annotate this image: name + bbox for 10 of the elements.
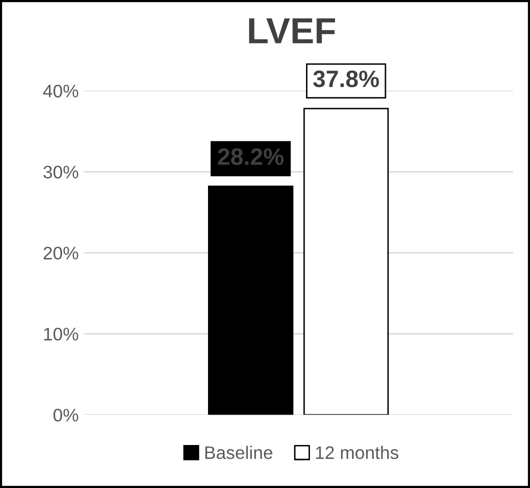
y-tick-label: 40% [43,84,78,98]
y-tick-label: 30% [43,166,78,178]
y-tick-label: 20% [44,246,78,260]
chart-title: LVEF [249,18,335,44]
legend-label: 12 months [316,446,398,460]
y-tick-label: 10% [44,328,78,341]
legend-label: Baseline [205,446,272,460]
y-tick-label: 0% [53,408,78,422]
data-label: 28.2% [218,148,284,166]
data-label: 37.8% [313,70,379,88]
